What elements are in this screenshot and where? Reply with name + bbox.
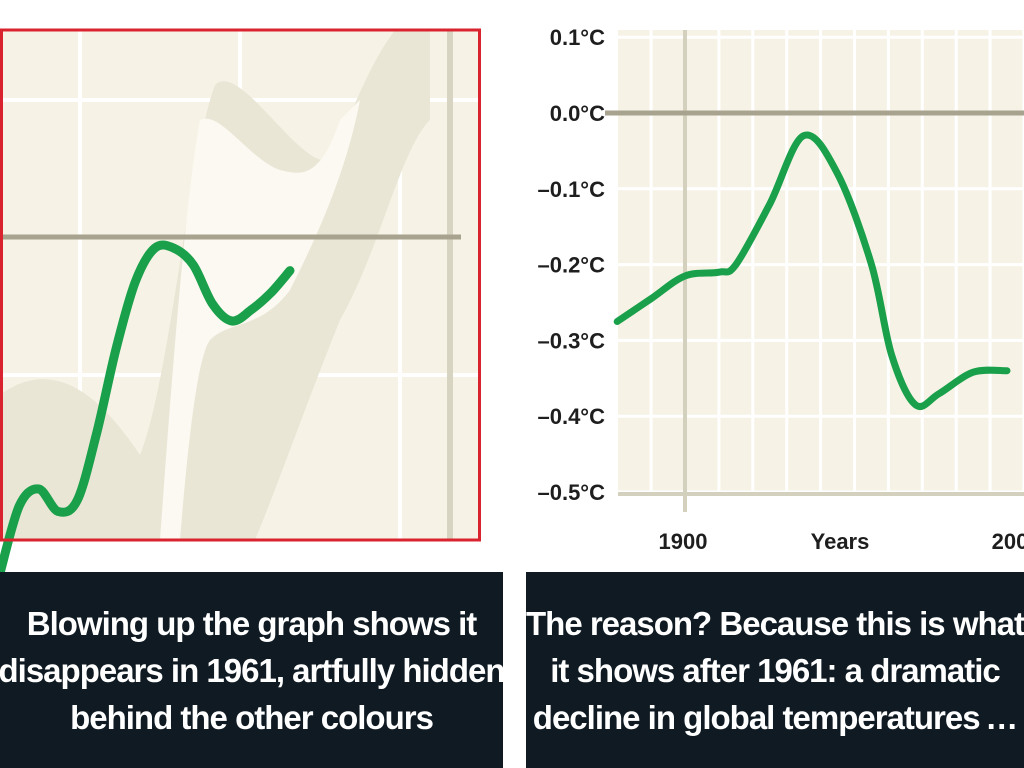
caption-left-line-1: Blowing up the graph shows it	[26, 604, 477, 642]
right-chart-grid	[618, 30, 1024, 512]
right-y-tick-label: –0.5°C	[537, 480, 605, 505]
right-x-axis-title: Years	[811, 529, 870, 554]
left-series-line	[0, 240, 295, 578]
right-y-tick-label: –0.3°C	[537, 328, 605, 353]
caption-right-line-2: it shows after 1961: a dramatic	[550, 651, 1001, 689]
right-y-tick-label: –0.4°C	[537, 404, 605, 429]
right-y-tick-label: –0.2°C	[537, 253, 605, 278]
caption-right-line-3: decline in global temperatures …	[532, 698, 1018, 736]
left-chart-panel	[0, 28, 481, 578]
right-x-tick-label: 1900	[659, 529, 708, 554]
right-x-tick-label: 200	[992, 529, 1024, 554]
caption-left: Blowing up the graph shows it disappears…	[0, 572, 506, 768]
right-chart-panel: 0.1°C 0.0°C –0.1°C –0.2°C –0.3°C –0.4°C –0.5°C…	[537, 25, 1024, 554]
right-y-tick-label: –0.1°C	[537, 177, 605, 202]
right-series-line	[613, 131, 1011, 410]
right-y-axis-ticks: 0.1°C 0.0°C –0.1°C –0.2°C –0.3°C –0.4°C –0.5°C	[537, 25, 605, 505]
left-chart-border	[0, 28, 481, 542]
caption-right: The reason? Because this is what it show…	[526, 572, 1024, 768]
caption-left-line-3: behind the other colours	[70, 698, 434, 736]
right-y-tick-label: 0.1°C	[550, 25, 605, 50]
right-y-tick-label: 0.0°C	[550, 101, 605, 126]
caption-left-line-2: disappears in 1961, artfully hidden	[0, 651, 506, 689]
right-x-axis-ticks: 1900 Years 200	[659, 529, 1024, 554]
left-uncertainty-band-highlight	[160, 100, 360, 540]
caption-right-line-1: The reason? Because this is what	[526, 604, 1024, 642]
